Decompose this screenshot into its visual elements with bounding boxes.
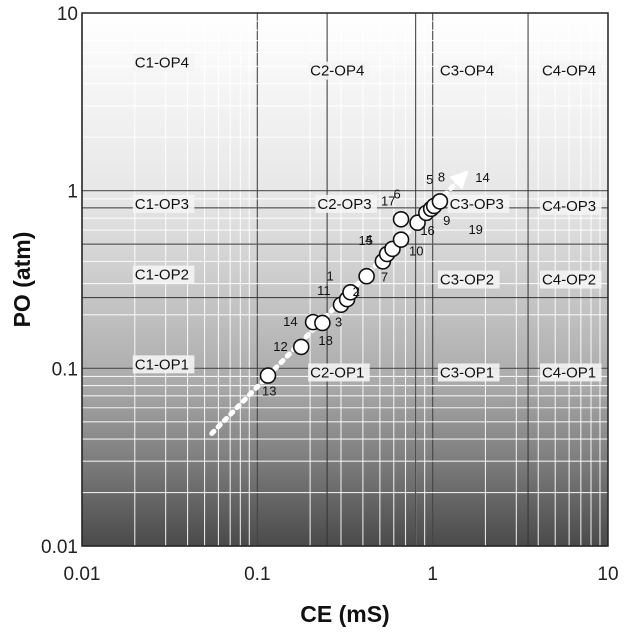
x-axis-title: CE (mS) xyxy=(300,601,389,627)
point-label: 10 xyxy=(409,244,423,259)
data-point xyxy=(314,314,331,332)
point-label: 12 xyxy=(273,339,287,354)
zone-label: C4-OP2 xyxy=(542,272,596,289)
point-label: 13 xyxy=(262,384,276,399)
zone-label-bg xyxy=(539,196,602,215)
point-label: 14 xyxy=(283,314,297,329)
zone-label-bg xyxy=(315,194,377,213)
zone-label: C3-OP4 xyxy=(440,63,494,80)
zone-label: C1-OP4 xyxy=(135,54,189,71)
tick-labels: 0.01 0.1 1 10 0.01 0.1 1 10 xyxy=(41,4,619,585)
point-label: 2 xyxy=(353,284,360,299)
data-point xyxy=(342,283,359,301)
data-point xyxy=(358,267,375,285)
x-tick-label: 1 xyxy=(427,564,438,585)
zone-label: C2-OP1 xyxy=(310,364,364,381)
zone-label-bg xyxy=(132,53,195,72)
data-point xyxy=(292,338,310,356)
zone-label: C1-OP1 xyxy=(135,356,189,373)
zone-label: C4-OP1 xyxy=(542,364,596,381)
zone-labels: C1-OP4 C2-OP4 C3-OP4 C4-OP4 C1-OP3 C2-OP3 C3-O… xyxy=(132,53,602,382)
x-tick-label: 0.1 xyxy=(244,564,270,585)
data-point xyxy=(431,193,449,210)
zone-label-bg xyxy=(308,363,370,382)
zone-label: C3-OP3 xyxy=(450,196,504,213)
zone-label-bg xyxy=(132,355,195,374)
point-label: 14 xyxy=(475,170,489,185)
point-label: 19 xyxy=(468,222,482,237)
zone-label: C3-OP2 xyxy=(440,272,494,289)
data-point xyxy=(392,210,410,228)
point-label: 5 xyxy=(426,172,433,187)
zone-label-bg xyxy=(132,265,195,284)
zone-label-bg xyxy=(437,363,500,382)
plot-frame xyxy=(81,12,609,547)
y-axis-title: PO (atm) xyxy=(9,232,35,328)
point-label: 4 xyxy=(365,232,372,247)
trend-arrowhead xyxy=(449,170,469,190)
y-tick-label: 0.01 xyxy=(41,537,78,558)
zone-label: C1-OP3 xyxy=(135,196,189,213)
zone-label: C2-OP4 xyxy=(310,63,364,80)
zone-label: C1-OP2 xyxy=(135,267,189,284)
point-label: 9 xyxy=(443,213,450,228)
zone-label-bg xyxy=(132,194,195,213)
data-point xyxy=(392,231,410,248)
zone-label: C4-OP3 xyxy=(542,198,596,215)
point-label: 18 xyxy=(318,333,332,348)
zone-label: C2-OP3 xyxy=(317,196,371,213)
zone-label-bg xyxy=(447,194,510,213)
point-label: 1 xyxy=(327,268,334,283)
point-label: 17 xyxy=(381,193,395,208)
zone-label-bg xyxy=(308,61,370,80)
zone-label-bg xyxy=(539,270,602,289)
y-tick-label: 0.1 xyxy=(52,359,78,380)
y-tick-label: 1 xyxy=(67,182,78,203)
point-label: 3 xyxy=(335,315,342,330)
point-label: 8 xyxy=(438,169,445,184)
zone-label-bg xyxy=(539,363,602,382)
zone-label-bg xyxy=(539,61,602,80)
zone-label-bg xyxy=(437,270,500,289)
point-label: 6 xyxy=(394,187,401,202)
point-label: 11 xyxy=(317,283,331,298)
x-tick-label: 0.01 xyxy=(64,564,101,585)
zone-label: C4-OP4 xyxy=(542,63,596,80)
y-tick-label: 10 xyxy=(57,4,78,25)
x-tick-label: 10 xyxy=(597,564,618,585)
point-label: 16 xyxy=(420,223,434,238)
zone-label-bg xyxy=(437,61,500,80)
point-label: 7 xyxy=(381,269,388,284)
data-point xyxy=(259,367,277,384)
zone-label: C3-OP1 xyxy=(440,364,494,381)
point-label: 15 xyxy=(358,233,372,248)
